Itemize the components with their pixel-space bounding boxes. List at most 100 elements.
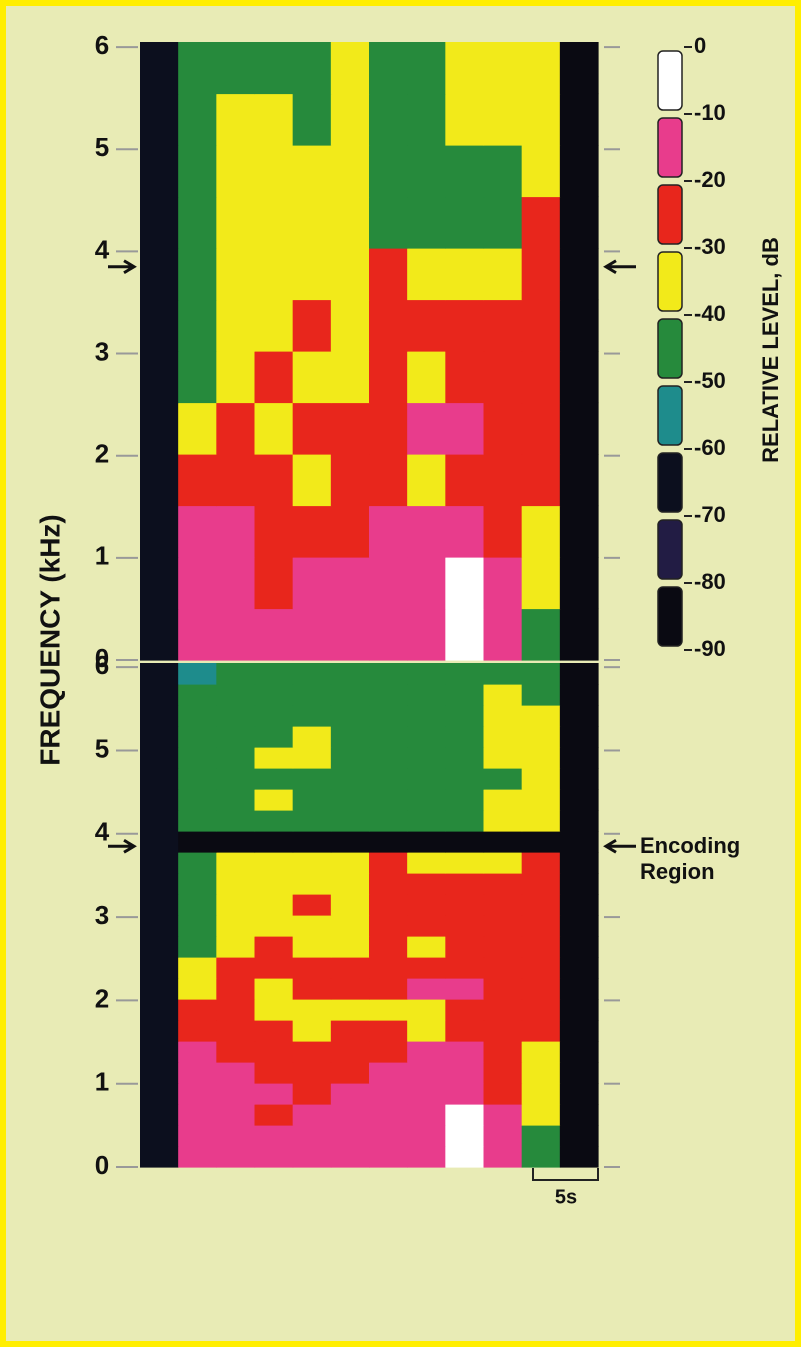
- heatmap-cell: [330, 1041, 370, 1063]
- y-tick-label: 5: [95, 132, 109, 162]
- heatmap-cell: [330, 810, 370, 832]
- heatmap-cell: [407, 768, 446, 790]
- heatmap-cell: [445, 894, 485, 916]
- heatmap-cell: [178, 351, 217, 404]
- heatmap-cell: [292, 1062, 332, 1084]
- heatmap-cell: [140, 1125, 179, 1147]
- heatmap-cell: [254, 1041, 294, 1063]
- heatmap-cell: [178, 747, 217, 769]
- heatmap-cell: [559, 957, 599, 979]
- colorbar-swatch: [657, 385, 683, 446]
- heatmap-cell: [254, 915, 294, 937]
- heatmap-cell: [216, 1104, 256, 1126]
- heatmap-cell: [521, 1062, 561, 1084]
- heatmap-cell: [254, 1020, 294, 1042]
- heatmap-cell: [140, 1083, 179, 1105]
- heatmap-cell: [216, 1125, 256, 1147]
- heatmap-cell: [369, 810, 408, 832]
- arrow-left: [108, 838, 137, 854]
- heatmap-cell: [292, 1125, 332, 1147]
- heatmap-cell: [216, 402, 256, 455]
- heatmap-cell: [292, 705, 332, 727]
- heatmap-cell: [216, 42, 256, 95]
- colorbar-swatch: [657, 117, 683, 178]
- heatmap-cell: [559, 726, 599, 748]
- heatmap-cell: [483, 852, 523, 874]
- heatmap-cell: [178, 505, 217, 558]
- heatmap-cell: [521, 505, 561, 558]
- heatmap-cell: [140, 831, 179, 853]
- heatmap-cell: [140, 810, 179, 832]
- heatmap-cell: [330, 608, 370, 661]
- heatmap-cell: [178, 1041, 217, 1063]
- heatmap-cell: [330, 42, 370, 95]
- heatmap-cell: [483, 810, 523, 832]
- heatmap-cell: [369, 1020, 408, 1042]
- heatmap-cell: [369, 747, 408, 769]
- heatmap-cell: [369, 299, 408, 352]
- heatmap-cell: [369, 1041, 408, 1063]
- arrow-left: [108, 259, 137, 275]
- heatmap-cell: [521, 196, 561, 249]
- heatmap-cell: [254, 705, 294, 727]
- colorbar-tick-label: -80: [694, 569, 726, 594]
- scale-bar-label: 5s: [555, 1186, 577, 1208]
- heatmap-cell: [369, 873, 408, 895]
- heatmap-cell: [369, 957, 408, 979]
- heatmap-cell: [178, 1125, 217, 1147]
- heatmap-cell: [559, 1083, 599, 1105]
- heatmap-cell: [483, 663, 523, 685]
- heatmap-cell: [407, 1146, 446, 1168]
- heatmap-cell: [216, 831, 256, 853]
- heatmap-cell: [178, 299, 217, 352]
- heatmap-cell: [483, 789, 523, 811]
- heatmap-cell: [445, 1020, 485, 1042]
- heatmap-cell: [559, 196, 599, 249]
- heatmap-cell: [178, 608, 217, 661]
- heatmap-cell: [521, 789, 561, 811]
- heatmap-cell: [445, 196, 485, 249]
- heatmap-cell: [178, 957, 217, 979]
- heatmap-cell: [330, 1104, 370, 1126]
- heatmap-cell: [407, 957, 446, 979]
- heatmap-cell: [369, 915, 408, 937]
- heatmap-cell: [445, 726, 485, 748]
- heatmap-cell: [407, 93, 446, 146]
- heatmap-cell: [330, 831, 370, 853]
- heatmap-cell: [292, 999, 332, 1021]
- y-tick-label: 6: [95, 650, 109, 680]
- heatmap-cell: [445, 831, 485, 853]
- heatmap-cell: [559, 873, 599, 895]
- heatmap-cell: [445, 505, 485, 558]
- y-tick-label: 2: [95, 983, 109, 1013]
- heatmap-cell: [407, 1020, 446, 1042]
- heatmap-cell: [483, 978, 523, 1000]
- heatmap-cell: [330, 957, 370, 979]
- heatmap-cell: [140, 1146, 179, 1168]
- heatmap-cell: [178, 557, 217, 610]
- heatmap-cell: [254, 454, 294, 507]
- heatmap-cell: [407, 402, 446, 455]
- heatmap-cell: [445, 768, 485, 790]
- heatmap-cell: [254, 936, 294, 958]
- heatmap-cell: [292, 663, 332, 685]
- colorbar-tick-label: -10: [694, 100, 726, 125]
- heatmap-cell: [483, 684, 523, 706]
- heatmap-cell: [292, 894, 332, 916]
- heatmap-cell: [216, 608, 256, 661]
- heatmap-cell: [330, 351, 370, 404]
- heatmap-cell: [521, 1104, 561, 1126]
- heatmap-cell: [407, 705, 446, 727]
- heatmap-cell: [407, 726, 446, 748]
- heatmap-cell: [521, 978, 561, 1000]
- heatmap-cell: [254, 1083, 294, 1105]
- heatmap-cell: [330, 873, 370, 895]
- heatmap-cell: [445, 999, 485, 1021]
- heatmap-cell: [521, 1020, 561, 1042]
- arrow-right: [603, 259, 636, 275]
- heatmap-cell: [178, 1146, 217, 1168]
- heatmap-cell: [559, 999, 599, 1021]
- heatmap-cell: [292, 299, 332, 352]
- heatmap-cell: [330, 852, 370, 874]
- heatmap-cell: [445, 1104, 485, 1126]
